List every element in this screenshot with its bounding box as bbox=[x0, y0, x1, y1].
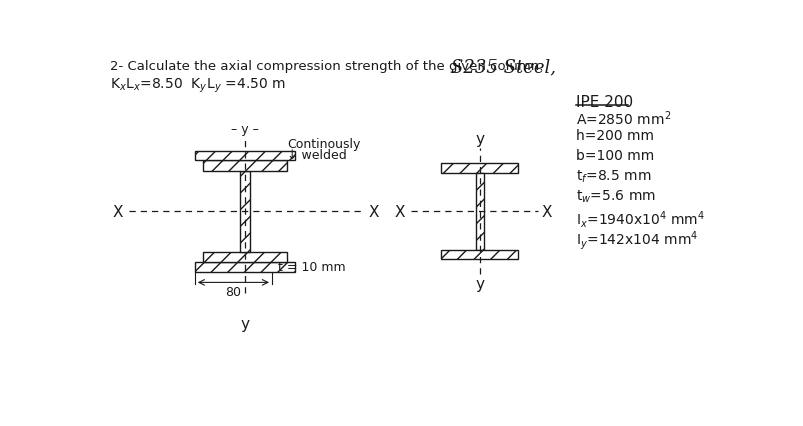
Text: t$_f$=8.5 mm: t$_f$=8.5 mm bbox=[575, 169, 650, 185]
Bar bbox=[202, 161, 287, 171]
Text: y: y bbox=[240, 317, 249, 331]
Text: S235 Steel,: S235 Steel, bbox=[450, 58, 555, 76]
Bar bbox=[194, 263, 295, 272]
Text: X: X bbox=[112, 204, 123, 219]
Text: y: y bbox=[475, 132, 483, 147]
Text: X: X bbox=[394, 204, 405, 219]
Text: y: y bbox=[475, 276, 483, 291]
Text: – y –: – y – bbox=[230, 123, 259, 136]
Bar bbox=[194, 151, 295, 161]
Text: t = 10 mm: t = 10 mm bbox=[278, 261, 345, 274]
Text: b=100 mm: b=100 mm bbox=[575, 149, 654, 163]
Bar bbox=[202, 252, 287, 263]
Text: IPE 200: IPE 200 bbox=[575, 95, 633, 110]
Bar bbox=[239, 171, 250, 252]
Text: Continously: Continously bbox=[287, 138, 361, 150]
Text: I$_x$=1940x10$^4$ mm$^4$: I$_x$=1940x10$^4$ mm$^4$ bbox=[575, 209, 704, 230]
Text: I$_y$=142x104 mm$^4$: I$_y$=142x104 mm$^4$ bbox=[575, 229, 698, 251]
Text: A=2850 mm$^2$: A=2850 mm$^2$ bbox=[575, 109, 671, 127]
Text: X: X bbox=[540, 204, 551, 219]
Text: ↓ welded: ↓ welded bbox=[287, 148, 347, 161]
Bar bbox=[441, 250, 518, 259]
Text: 2- Calculate the axial compression strength of the given column.: 2- Calculate the axial compression stren… bbox=[110, 60, 543, 73]
Bar bbox=[475, 173, 483, 250]
Text: t$_w$=5.6 mm: t$_w$=5.6 mm bbox=[575, 189, 655, 205]
Bar bbox=[441, 164, 518, 173]
Text: K$_x$L$_x$=8.50  K$_y$L$_y$ =4.50 m: K$_x$L$_x$=8.50 K$_y$L$_y$ =4.50 m bbox=[110, 77, 286, 95]
Text: h=200 mm: h=200 mm bbox=[575, 129, 654, 143]
Text: 80: 80 bbox=[225, 285, 241, 298]
Text: X: X bbox=[368, 204, 378, 219]
